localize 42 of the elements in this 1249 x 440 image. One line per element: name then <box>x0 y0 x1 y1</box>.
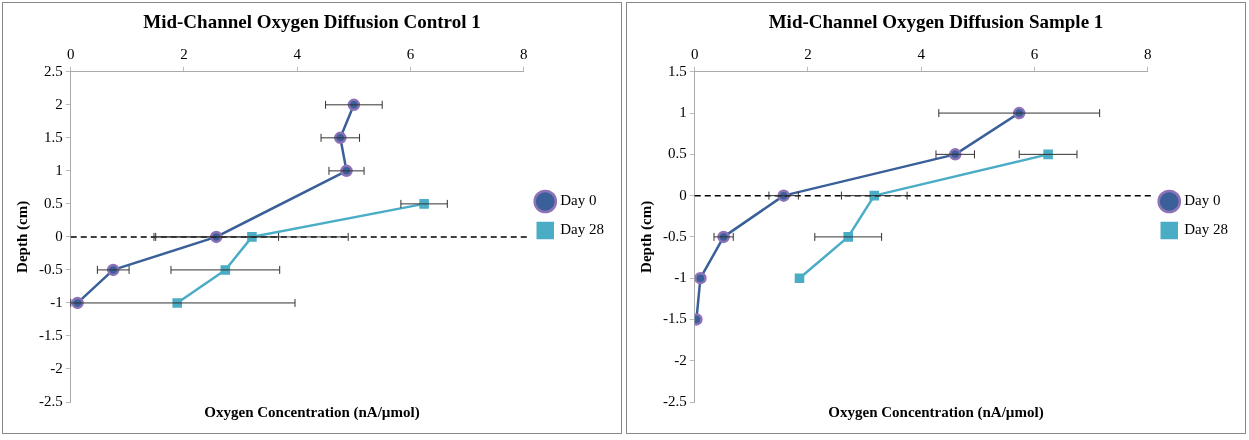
x-tick-label: 6 <box>1030 45 1039 62</box>
y-tick-label: 2 <box>55 95 63 112</box>
y-tick-label: -0.5 <box>663 227 687 244</box>
y-tick-label: -0.5 <box>39 260 63 277</box>
legend-label: Day 28 <box>1184 221 1229 238</box>
y-tick-label: 0 <box>55 227 63 244</box>
x-tick-label: 8 <box>1144 45 1152 62</box>
y-axis-title: Depth (cm) <box>13 200 31 273</box>
y-tick-label: -2.5 <box>663 392 687 409</box>
y-tick-label: 0 <box>679 186 687 203</box>
y-axis-title: Depth (cm) <box>637 200 655 273</box>
point <box>694 271 707 285</box>
y-tick-label: 2.5 <box>44 62 63 79</box>
y-tick-label: -1.5 <box>39 326 63 343</box>
x-tick-label: 0 <box>67 45 75 62</box>
y-tick-label: -2 <box>50 359 63 376</box>
legend-label: Day 0 <box>1184 192 1221 209</box>
legend-label: Day 0 <box>560 192 597 209</box>
legend-label: Day 28 <box>560 221 605 238</box>
point <box>794 273 805 283</box>
y-tick-label: 1 <box>679 104 687 121</box>
y-tick-label: 1.5 <box>668 62 687 79</box>
x-tick-label: 4 <box>917 45 926 62</box>
y-tick-label: 1 <box>55 161 63 178</box>
x-tick-label: 4 <box>293 45 302 62</box>
x-tick-label: 2 <box>804 45 812 62</box>
y-tick-label: -2 <box>674 351 687 368</box>
y-tick-label: -1 <box>674 269 687 286</box>
y-tick-label: 1.5 <box>44 128 63 145</box>
y-tick-label: -1 <box>50 293 63 310</box>
x-tick-label: 8 <box>520 45 528 62</box>
y-tick-label: 0.5 <box>668 145 687 162</box>
chart-title: Mid-Channel Oxygen Diffusion Sample 1 <box>768 11 1104 33</box>
chart-title: Mid-Channel Oxygen Diffusion Control 1 <box>143 11 481 33</box>
x-axis-title: Oxygen Concentration (nA/µmol) <box>828 403 1044 421</box>
x-tick-label: 2 <box>180 45 188 62</box>
y-tick-label: -1.5 <box>663 310 687 327</box>
x-tick-label: 0 <box>691 45 699 62</box>
y-tick-label: -2.5 <box>39 392 63 409</box>
x-tick-label: 6 <box>406 45 415 62</box>
x-axis-title: Oxygen Concentration (nA/µmol) <box>204 403 420 421</box>
y-tick-label: 0.5 <box>44 194 63 211</box>
